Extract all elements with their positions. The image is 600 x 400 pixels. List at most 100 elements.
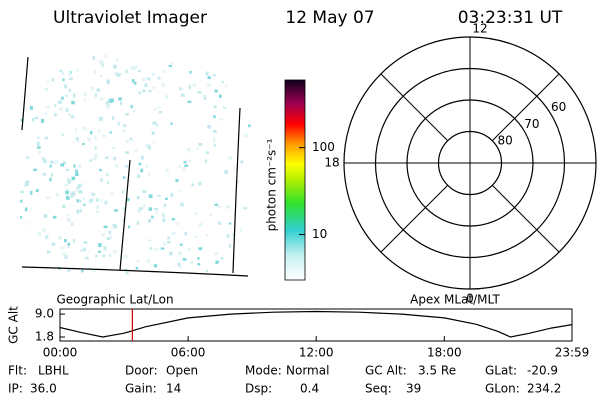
speckle <box>188 159 191 163</box>
speckle <box>46 196 50 199</box>
speckle <box>138 162 142 166</box>
speckle <box>22 68 26 73</box>
field-label: GLat: <box>485 364 517 378</box>
lat-label: 60 <box>551 100 566 114</box>
speckle <box>23 236 26 239</box>
speckle <box>181 87 184 91</box>
speckle <box>80 183 84 186</box>
field-label: Door: <box>125 364 158 378</box>
speckle <box>153 264 158 268</box>
speckle <box>60 163 65 167</box>
speckle <box>146 77 151 81</box>
speckle <box>157 106 161 109</box>
left-title: Geographic Lat/Lon <box>56 293 173 307</box>
speckle <box>147 145 152 150</box>
speckle <box>226 270 230 274</box>
speckle <box>106 104 110 109</box>
speckle <box>98 243 102 248</box>
speckle <box>62 78 65 82</box>
speckle <box>76 186 80 190</box>
speckle <box>111 146 116 149</box>
speckle <box>54 104 57 107</box>
speckle <box>75 188 79 193</box>
speckle <box>68 113 71 116</box>
speckle <box>138 207 143 210</box>
speckle <box>36 255 41 259</box>
speckle <box>64 184 69 187</box>
speckle <box>183 161 187 164</box>
speckle <box>136 195 140 200</box>
speckle <box>34 116 39 120</box>
speckle <box>73 164 76 168</box>
speckle <box>113 224 118 229</box>
speckle <box>87 137 91 142</box>
speckle <box>100 199 103 203</box>
speckle <box>214 251 218 256</box>
speckle <box>118 72 122 77</box>
speckle <box>168 64 172 68</box>
speckle <box>36 146 41 149</box>
speckle <box>244 240 249 244</box>
speckle <box>218 94 222 98</box>
speckle <box>45 75 49 79</box>
speckle <box>83 98 87 102</box>
speckle <box>26 180 30 184</box>
speckle <box>83 92 87 97</box>
speckle <box>76 212 79 216</box>
speckle <box>170 193 174 198</box>
speckle <box>20 118 24 122</box>
speckle <box>81 269 84 273</box>
speckle <box>68 72 72 76</box>
speckle <box>157 77 161 80</box>
speckle <box>60 246 65 249</box>
colorbar-tick-label: 10 <box>312 227 327 241</box>
lat-ring <box>437 130 503 196</box>
speckle <box>135 266 139 270</box>
speckle <box>113 250 117 253</box>
speckle <box>157 194 161 197</box>
speckle <box>55 192 59 197</box>
speckle <box>236 67 239 71</box>
speckle <box>66 217 71 222</box>
speckle <box>79 248 84 252</box>
speckle <box>27 88 30 93</box>
x-tick-label: 00:00 <box>43 346 78 360</box>
speckle <box>228 222 232 225</box>
speckle <box>192 83 196 87</box>
field-value: 234.2 <box>527 382 561 396</box>
speckle <box>166 240 171 244</box>
speckle <box>58 101 63 104</box>
speckle <box>33 168 38 171</box>
speckle <box>83 241 88 244</box>
speckle <box>243 207 247 210</box>
speckle <box>65 190 69 195</box>
y-tick-label: 1.8 <box>35 330 54 344</box>
speckle <box>184 232 188 236</box>
speckle <box>61 96 64 100</box>
speckle <box>239 228 242 232</box>
speckle <box>112 224 116 227</box>
speckle <box>154 248 158 251</box>
speckle <box>114 209 118 212</box>
alt-line <box>59 310 573 338</box>
speckle <box>114 72 118 75</box>
speckle <box>96 205 100 209</box>
lat-ring <box>374 67 566 259</box>
speckle <box>235 81 239 85</box>
speckle <box>205 234 209 237</box>
speckle <box>49 177 52 182</box>
speckle <box>66 244 71 249</box>
speckle <box>152 141 156 144</box>
speckle <box>75 169 78 173</box>
speckle <box>113 156 117 161</box>
speckle <box>46 80 50 83</box>
speckle <box>105 156 109 160</box>
speckle <box>28 77 33 81</box>
speckle <box>83 247 86 252</box>
speckle <box>142 204 146 208</box>
speckle <box>62 252 66 257</box>
speckle <box>171 232 176 235</box>
field-value: 36.0 <box>30 382 57 396</box>
speckle <box>193 235 198 238</box>
speckle <box>244 242 249 246</box>
